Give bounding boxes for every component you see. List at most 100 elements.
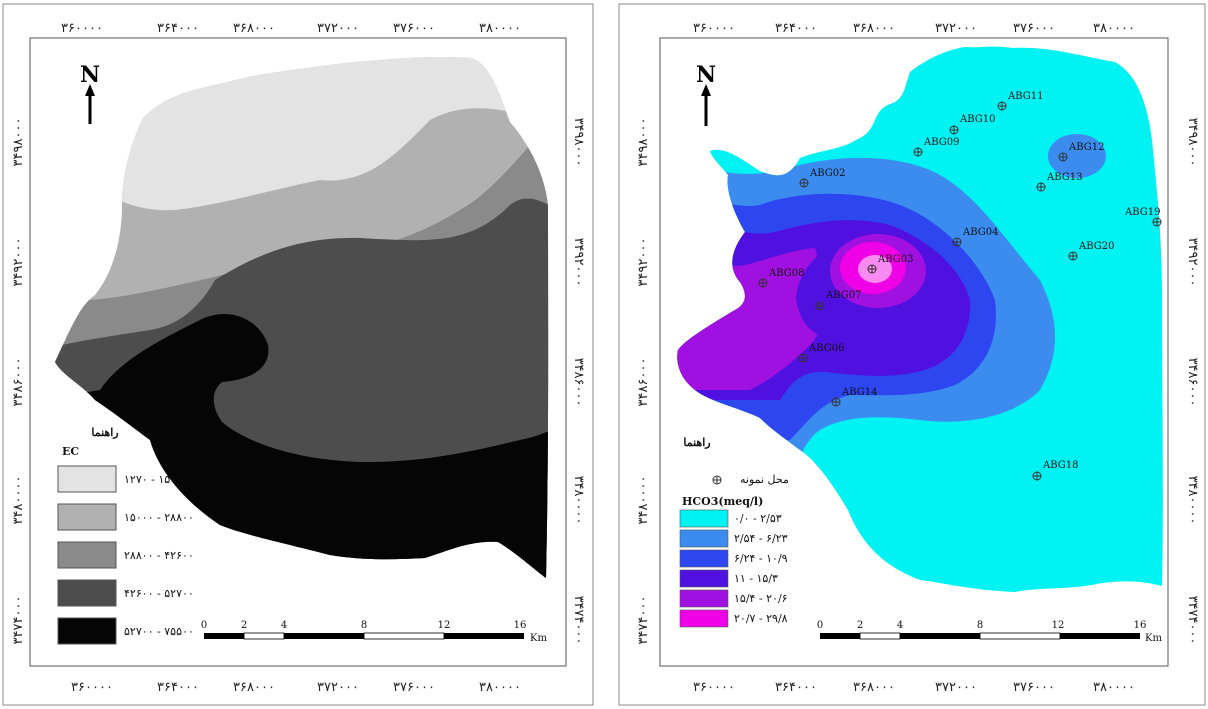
y-label: ۳۴۹۲۰۰۰ <box>571 238 586 287</box>
station-label: ABG06 <box>808 343 844 354</box>
y-label: ۳۴۸۶۰۰۰ <box>11 358 26 407</box>
y-label: ۳۴۹۸۰۰۰ <box>571 118 586 167</box>
north-arrow-right: N <box>696 62 716 126</box>
station-marker: ABG20 <box>1068 241 1114 261</box>
station-marker: ABG06 <box>798 343 844 363</box>
x-bottom-label: ۳۸۰۰۰۰ <box>1093 680 1135 695</box>
y-label: ۳۴۸۶۰۰۰ <box>1185 358 1200 407</box>
legend-swatch-4 <box>57 579 117 607</box>
x-top-label: ۳۷۶۰۰۰ <box>393 21 435 36</box>
legend-class-label: ۱۱ - ۱۵/۳ <box>734 572 778 585</box>
station-marker: ABG10 <box>949 114 995 135</box>
legend-swatch-5 <box>57 617 117 645</box>
legend-class-label: ۴۲۶۰۰ - ۵۲۷۰۰ <box>124 587 194 600</box>
legend-class-label: ۵۲۷۰۰ - ۷۵۵۰۰ <box>124 625 194 638</box>
station-marker: ABG02 <box>799 168 845 188</box>
y-label: ۳۴۷۴۰۰۰ <box>571 596 586 645</box>
station-label: ABG10 <box>959 114 995 125</box>
x-bottom-label: ۳۶۰۰۰۰ <box>693 680 735 695</box>
y-label: ۳۴۹۸۰۰۰ <box>636 118 651 167</box>
station-marker: ABG11 <box>997 91 1043 111</box>
left-y-labels-left: ۳۴۹۸۰۰۰ ۳۴۹۲۰۰۰ ۳۴۸۶۰۰۰ ۳۴۸۰۰۰۰ ۳۴۷۴۰۰۰ <box>11 118 26 645</box>
legend-swatch-1 <box>679 509 729 528</box>
x-bottom-label: ۳۷۶۰۰۰ <box>1013 680 1055 695</box>
right-y-labels-left: ۳۴۹۸۰۰۰ ۳۴۹۲۰۰۰ ۳۴۸۶۰۰۰ ۳۴۸۰۰۰۰ ۳۴۷۴۰۰۰ <box>636 118 651 645</box>
station-marker: ABG03 <box>867 254 913 274</box>
x-bottom-label: ۳۶۰۰۰۰ <box>71 680 113 695</box>
x-top-label: ۳۷۲۰۰۰ <box>317 21 359 36</box>
legend-swatch-6 <box>679 609 729 628</box>
right-legend: راهنما محل نمونه HCO3(meq/l) ۰/۰ - ۲/۵۳ … <box>679 436 789 628</box>
x-bottom-label: ۳۸۰۰۰۰ <box>479 680 521 695</box>
x-bottom-label: ۳۶۴۰۰۰ <box>775 680 817 695</box>
x-top-label: ۳۸۰۰۰۰ <box>479 21 521 36</box>
north-label: N <box>80 62 100 88</box>
x-top-label: ۳۶۴۰۰۰ <box>157 21 199 36</box>
x-top-label: ۳۶۸۰۰۰ <box>233 21 275 36</box>
x-bottom-label: ۳۶۸۰۰۰ <box>853 680 895 695</box>
legend-swatch-3 <box>679 549 729 568</box>
y-label: ۳۴۷۴۰۰۰ <box>636 596 651 645</box>
station-marker: ABG14 <box>831 387 877 407</box>
station-label: ABG04 <box>962 227 998 238</box>
scale-tick: 4 <box>897 620 903 631</box>
station-label: ABG19 <box>1124 207 1160 218</box>
scale-tick: 8 <box>977 620 983 631</box>
y-label: ۳۴۹۲۰۰۰ <box>11 238 26 287</box>
legend-swatch-5 <box>679 589 729 608</box>
station-marker: ABG07 <box>815 290 861 311</box>
y-label: ۳۴۹۲۰۰۰ <box>636 238 651 287</box>
x-bottom-label: ۳۷۲۰۰۰ <box>935 680 977 695</box>
x-top-label: ۳۶۸۰۰۰ <box>853 21 895 36</box>
y-label: ۳۴۹۸۰۰۰ <box>11 118 26 167</box>
station-marker: ABG19 <box>1124 207 1162 227</box>
legend-title: راهنما <box>683 436 710 449</box>
scale-tick: 0 <box>817 620 823 631</box>
legend-class-label: ۱۵۰۰۰ - ۲۸۸۰۰ <box>124 511 194 524</box>
y-label: ۳۴۹۸۰۰۰ <box>1185 118 1200 167</box>
legend-class-label: ۶/۲۴ - ۱۰/۹ <box>734 552 788 565</box>
north-arrow-left: N <box>80 62 100 124</box>
left-x-bottom-labels: ۳۶۰۰۰۰ ۳۶۴۰۰۰ ۳۶۸۰۰۰ ۳۷۲۰۰۰ ۳۷۶۰۰۰ ۳۸۰۰۰… <box>71 680 521 695</box>
scale-tick: 8 <box>361 620 367 631</box>
x-bottom-label: ۳۶۴۰۰۰ <box>157 680 199 695</box>
y-label: ۳۴۸۰۰۰۰ <box>1185 476 1200 525</box>
legend-class-label: ۲/۵۴ - ۶/۲۳ <box>734 532 788 545</box>
sample-stations: ABG11 ABG10 ABG09 ABG12 ABG02 ABG13 ABG1… <box>758 91 1162 481</box>
station-label: ABG07 <box>825 290 861 301</box>
scale-tick: 16 <box>514 620 527 631</box>
x-top-label: ۳۷۲۰۰۰ <box>935 21 977 36</box>
y-label: ۳۴۷۴۰۰۰ <box>1185 596 1200 645</box>
station-label: ABG11 <box>1007 91 1043 102</box>
right-y-labels-right: ۳۴۹۸۰۰۰ ۳۴۹۲۰۰۰ ۳۴۸۶۰۰۰ ۳۴۸۰۰۰۰ ۳۴۷۴۰۰۰ <box>1185 118 1200 645</box>
y-label: ۳۴۸۶۰۰۰ <box>636 358 651 407</box>
right-x-top-labels: ۳۶۰۰۰۰ ۳۶۴۰۰۰ ۳۶۸۰۰۰ ۳۷۲۰۰۰ ۳۷۶۰۰۰ ۳۸۰۰۰… <box>693 21 1135 36</box>
scale-tick: 12 <box>438 620 451 631</box>
station-label: ABG12 <box>1068 142 1104 153</box>
y-label: ۳۴۸۰۰۰۰ <box>11 476 26 525</box>
y-label: ۳۴۷۴۰۰۰ <box>11 596 26 645</box>
station-label: ABG09 <box>923 137 959 148</box>
legend-title: راهنما <box>91 426 118 439</box>
station-label: ABG13 <box>1046 172 1082 183</box>
legend-swatch-4 <box>679 569 729 588</box>
station-label: ABG03 <box>877 254 913 265</box>
scale-tick: 4 <box>281 620 287 631</box>
sample-location-label: محل نمونه <box>740 473 789 486</box>
legend-class-label: ۲۸۸۰۰ - ۴۲۶۰۰ <box>124 549 194 562</box>
legend-subtitle: HCO3(meq/l) <box>682 495 763 508</box>
station-marker: ABG18 <box>1032 460 1078 481</box>
legend-subtitle: EC <box>62 445 79 458</box>
station-marker: ABG08 <box>758 268 804 288</box>
station-marker: ABG12 <box>1058 142 1104 162</box>
scale-tick: 2 <box>857 620 863 631</box>
left-y-labels-right: ۳۴۹۸۰۰۰ ۳۴۹۲۰۰۰ ۳۴۸۶۰۰۰ ۳۴۸۰۰۰۰ ۳۴۷۴۰۰۰ <box>571 118 586 645</box>
right-x-bottom-labels: ۳۶۰۰۰۰ ۳۶۴۰۰۰ ۳۶۸۰۰۰ ۳۷۲۰۰۰ ۳۷۶۰۰۰ ۳۸۰۰۰… <box>693 680 1135 695</box>
left-scale-bar: 0 2 4 8 12 16 Km <box>201 620 548 644</box>
x-top-label: ۳۶۴۰۰۰ <box>775 21 817 36</box>
station-marker: ABG09 <box>913 137 959 157</box>
right-scale-bar: 0 2 4 8 12 16 Km <box>817 620 1163 644</box>
y-label: ۳۴۸۶۰۰۰ <box>571 358 586 407</box>
x-top-label: ۳۷۶۰۰۰ <box>1013 21 1055 36</box>
